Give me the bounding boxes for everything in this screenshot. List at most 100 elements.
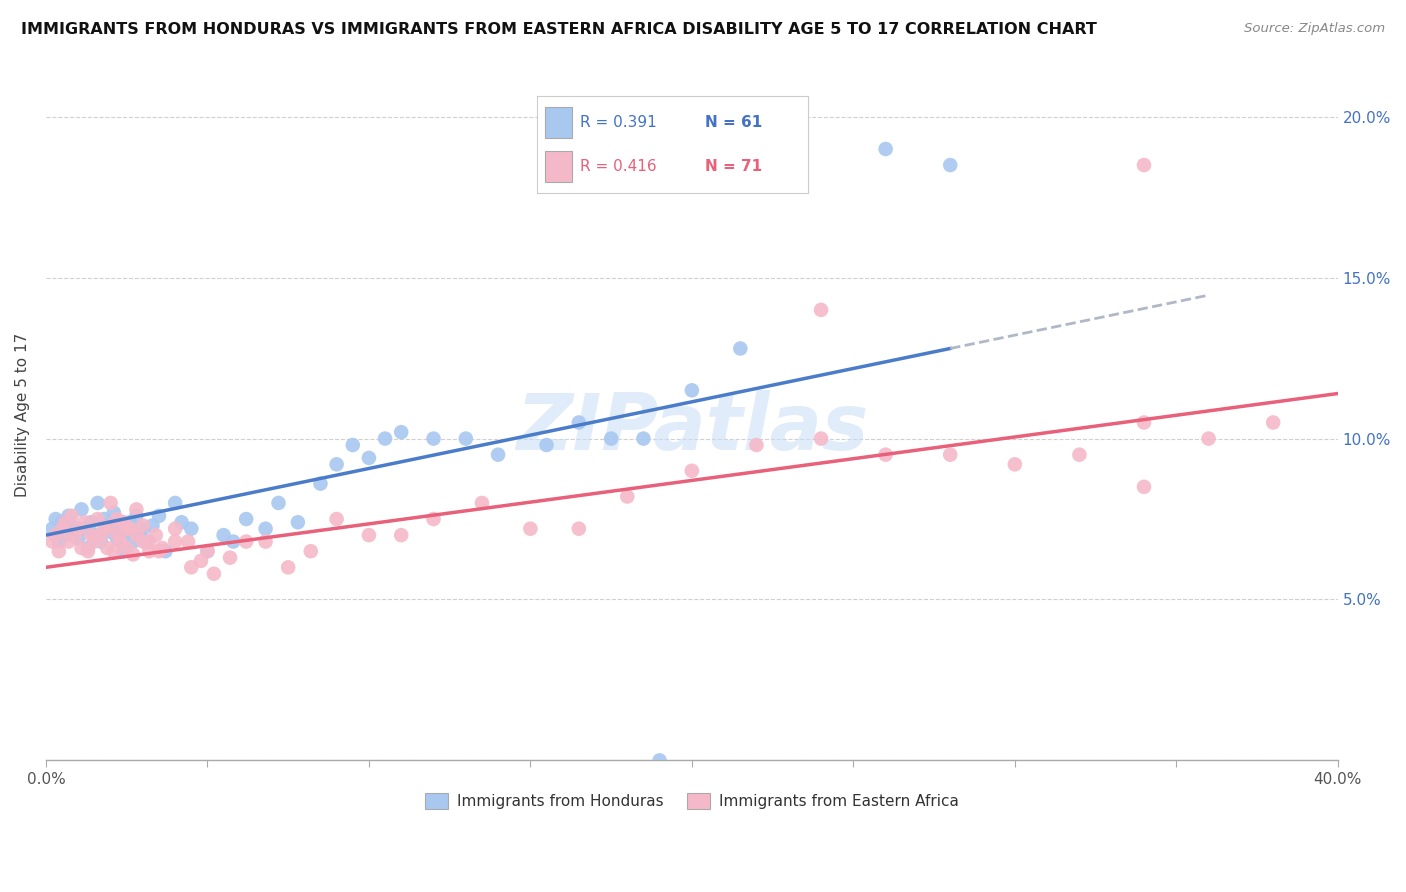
- Point: [77, 544, 100, 558]
- Point: [486, 448, 509, 462]
- Point: [471, 496, 494, 510]
- Point: [125, 528, 148, 542]
- Point: [422, 512, 444, 526]
- Point: [41, 534, 63, 549]
- Point: [1263, 416, 1285, 430]
- Point: [41, 522, 63, 536]
- Point: [325, 458, 347, 472]
- Point: [148, 544, 170, 558]
- Point: [202, 566, 225, 581]
- Point: [165, 522, 187, 536]
- Point: [648, 753, 671, 767]
- Point: [90, 534, 112, 549]
- Point: [125, 508, 148, 523]
- Point: [155, 544, 177, 558]
- Point: [325, 512, 347, 526]
- Point: [1198, 432, 1220, 446]
- Legend: Immigrants from Honduras, Immigrants from Eastern Africa: Immigrants from Honduras, Immigrants fro…: [419, 787, 965, 815]
- Point: [170, 515, 193, 529]
- Point: [212, 528, 235, 542]
- Point: [389, 528, 412, 542]
- Point: [93, 512, 115, 526]
- Point: [77, 541, 100, 555]
- Point: [73, 522, 96, 536]
- Point: [86, 496, 108, 510]
- Point: [105, 512, 128, 526]
- Point: [96, 518, 118, 533]
- Point: [342, 438, 364, 452]
- Point: [454, 432, 477, 446]
- Point: [568, 522, 591, 536]
- Point: [568, 416, 591, 430]
- Point: [148, 508, 170, 523]
- Point: [138, 534, 160, 549]
- Point: [118, 515, 141, 529]
- Point: [128, 528, 150, 542]
- Point: [299, 544, 322, 558]
- Point: [254, 534, 277, 549]
- Point: [53, 528, 76, 542]
- Y-axis label: Disability Age 5 to 17: Disability Age 5 to 17: [15, 333, 30, 497]
- Point: [145, 528, 167, 542]
- Point: [197, 544, 219, 558]
- Point: [536, 438, 558, 452]
- Point: [681, 384, 703, 398]
- Point: [48, 544, 70, 558]
- Point: [197, 544, 219, 558]
- Point: [132, 522, 155, 536]
- Point: [48, 534, 70, 549]
- Point: [58, 508, 80, 523]
- Point: [83, 528, 105, 542]
- Point: [112, 515, 135, 529]
- Point: [374, 432, 396, 446]
- Point: [135, 534, 157, 549]
- Point: [810, 302, 832, 317]
- Point: [132, 518, 155, 533]
- Point: [105, 528, 128, 542]
- Point: [122, 548, 145, 562]
- Point: [616, 490, 638, 504]
- Point: [103, 544, 125, 558]
- Point: [80, 528, 103, 542]
- Point: [125, 502, 148, 516]
- Point: [51, 515, 73, 529]
- Point: [110, 518, 132, 533]
- Text: IMMIGRANTS FROM HONDURAS VS IMMIGRANTS FROM EASTERN AFRICA DISABILITY AGE 5 TO 1: IMMIGRANTS FROM HONDURAS VS IMMIGRANTS F…: [21, 22, 1097, 37]
- Point: [51, 522, 73, 536]
- Point: [105, 532, 128, 546]
- Point: [80, 515, 103, 529]
- Point: [1133, 158, 1156, 172]
- Point: [110, 534, 132, 549]
- Point: [67, 532, 90, 546]
- Point: [93, 522, 115, 536]
- Point: [222, 534, 245, 549]
- Point: [745, 438, 768, 452]
- Point: [53, 515, 76, 529]
- Point: [115, 524, 138, 539]
- Point: [115, 522, 138, 536]
- Point: [58, 534, 80, 549]
- Point: [939, 158, 962, 172]
- Point: [60, 508, 83, 523]
- Point: [165, 534, 187, 549]
- Point: [287, 515, 309, 529]
- Point: [309, 476, 332, 491]
- Point: [600, 432, 623, 446]
- Point: [389, 425, 412, 439]
- Point: [190, 554, 212, 568]
- Point: [150, 541, 173, 555]
- Point: [519, 522, 541, 536]
- Point: [1133, 480, 1156, 494]
- Point: [277, 560, 299, 574]
- Point: [267, 496, 290, 510]
- Point: [115, 541, 138, 555]
- Point: [180, 522, 202, 536]
- Point: [103, 506, 125, 520]
- Point: [681, 464, 703, 478]
- Point: [118, 522, 141, 536]
- Text: ZIPatlas: ZIPatlas: [516, 391, 868, 467]
- Point: [165, 496, 187, 510]
- Point: [67, 522, 90, 536]
- Point: [45, 528, 67, 542]
- Point: [83, 534, 105, 549]
